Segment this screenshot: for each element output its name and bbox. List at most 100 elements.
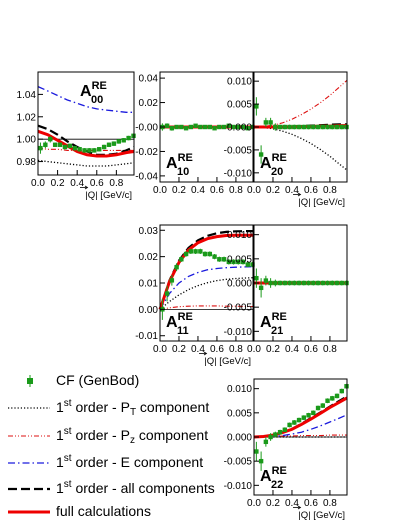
a11-xtick-label: 0.2 — [172, 344, 186, 355]
a00-q-vector-arrowhead — [84, 185, 89, 190]
a22-cf-point — [339, 388, 344, 394]
a21-cf-point — [306, 280, 311, 286]
a20-cf-point — [334, 124, 340, 130]
a22-xtick-label: 0.2 — [266, 498, 280, 509]
a00-cf-point — [48, 136, 53, 142]
a11-curve-e — [159, 266, 254, 310]
a11-ytick-label: 0.01 — [139, 279, 159, 290]
a10-cf-point — [174, 124, 179, 130]
a10-cf-point — [188, 124, 194, 130]
a10-ytick-label: 0.02 — [139, 98, 159, 109]
a10-cf-point — [221, 124, 227, 130]
a00-cf-point — [62, 144, 68, 150]
a00-curve-e — [37, 86, 134, 113]
a20-curve-pt — [253, 126, 348, 171]
a21-ytick-label: 0.000 — [227, 279, 252, 290]
a20-cf-point — [320, 124, 326, 130]
panel-a10: -0.04 -0.02 -0.00 0.02 0.04 0.0 0.2 0.4 0.6 0.8 AR… — [135, 71, 255, 196]
a21-cf-point — [315, 280, 321, 286]
a22-ytick-label: 0.005 — [227, 408, 252, 419]
a21-cf-point — [254, 275, 259, 281]
a11-cf-point — [202, 251, 208, 257]
a11-cf-point — [174, 264, 179, 270]
a00-cf-point — [121, 138, 126, 143]
a20-curve-pz — [253, 79, 348, 128]
a00-curve-pt — [37, 159, 135, 167]
a20-cf-point — [315, 124, 321, 130]
a00-cf-point — [126, 135, 131, 141]
a21-cf-point — [287, 280, 292, 286]
a00-cf-point — [106, 142, 112, 147]
a22-cf-point — [287, 422, 292, 428]
a11-cf-point — [179, 257, 184, 262]
a20-xtick-label: 0.8 — [323, 185, 337, 196]
a11-cf-point — [217, 257, 222, 262]
a11-cf-point — [198, 249, 203, 254]
a22-cf-point — [254, 449, 259, 454]
a22-cf-point — [268, 434, 273, 440]
a20-cf-point — [339, 124, 344, 130]
a22-curve-all — [253, 395, 348, 439]
a22-panel-label: ARE 22 — [260, 465, 287, 491]
a10-cf-point — [217, 124, 222, 130]
a10-cf-point — [179, 124, 184, 130]
a20-cf-point — [330, 124, 335, 130]
a21-panel-label: ARE 21 — [260, 311, 287, 337]
a20-panel-label: ARE 20 — [260, 152, 287, 178]
a11-cf-point — [245, 262, 250, 267]
a20-xtick-label: 0.2 — [266, 185, 280, 196]
a21-ytick-label: -0.010 — [224, 327, 253, 338]
a22-cf-point — [334, 393, 340, 399]
panel-a21: -0.010 -0.005 0.000 0.005 0.010 0.0 0.2 0.4 0.6 0… — [224, 224, 349, 355]
a21-xtick-label: 0.4 — [285, 344, 299, 355]
a22-cf-point — [330, 396, 335, 401]
a00-cf-point — [43, 142, 48, 147]
a22-ytick-label: 0.010 — [227, 384, 252, 395]
a22-ytick-label: -0.010 — [224, 481, 253, 492]
a21-cf-point — [292, 280, 297, 286]
a22-cf-point — [282, 427, 288, 432]
a20-cf-point — [292, 124, 297, 130]
a11-ytick-label: 0.02 — [139, 252, 159, 263]
a11-xtick-label: 0.0 — [153, 344, 167, 355]
a11-cf-point — [226, 259, 232, 265]
a11-cf-point — [207, 251, 213, 257]
a11-ytick-label: -0.01 — [135, 331, 158, 342]
a20-cf-point — [311, 124, 316, 130]
a21-cf-point — [301, 280, 307, 286]
a10-cf-point — [169, 126, 175, 131]
a00-cf-point — [92, 148, 97, 153]
a00-cf-point — [101, 144, 107, 150]
a20-cf-point — [282, 124, 288, 130]
a20-cf-point — [254, 104, 259, 109]
a00-xtick-label: 0.2 — [51, 178, 65, 189]
a10-panel-label: ARE 10 — [166, 152, 193, 178]
a22-xtick-label: 0.6 — [304, 498, 318, 509]
a22-ytick-label: 0.000 — [227, 433, 252, 444]
a11-cf-point — [231, 259, 236, 265]
a22-q-vector-arrowhead — [297, 505, 302, 510]
a11-cf-point — [212, 254, 217, 259]
a22-x-axis-label: |Q| [GeV/c] — [298, 510, 345, 521]
a21-xtick-label: 0.8 — [323, 344, 337, 355]
a00-curve-all — [37, 124, 135, 156]
a00-cf-point — [57, 142, 63, 147]
panel-a22: -0.010 -0.005 0.000 0.005 0.010 0.0 0.2 0.4 0.6 0… — [224, 378, 349, 521]
a21-cf-point — [311, 280, 316, 286]
a00-curve-full — [37, 129, 135, 158]
a00-panel-label: ARE 00 — [80, 80, 107, 106]
a21-cf-point — [282, 280, 288, 286]
a20-ytick-label: -0.010 — [224, 168, 253, 179]
a11-xtick-label: 0.4 — [191, 344, 205, 355]
a11-curve-pz — [159, 305, 253, 310]
a22-cf-point — [325, 398, 330, 403]
a22-cf-point — [315, 405, 321, 411]
a10-cf-point — [198, 124, 203, 130]
a00-frame — [37, 71, 135, 176]
a10-cf-point — [236, 124, 241, 130]
a22-cf-point — [296, 417, 302, 423]
a11-cf-point — [221, 257, 227, 262]
a21-xtick-label: 0.0 — [247, 344, 261, 355]
legend-label-cf: CF (GenBod) — [56, 372, 139, 388]
a11-cf-point — [164, 291, 170, 296]
